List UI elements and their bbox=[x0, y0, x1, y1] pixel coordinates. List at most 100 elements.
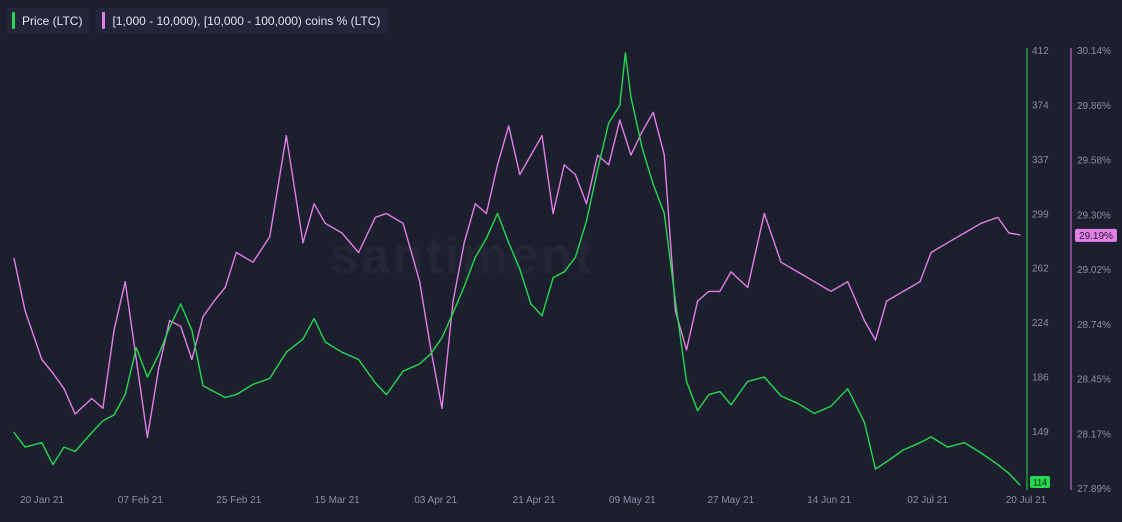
coins-data-point bbox=[1008, 232, 1010, 234]
price-data-point bbox=[947, 446, 949, 448]
coins-data-point bbox=[213, 300, 215, 302]
coins-data-point bbox=[930, 251, 932, 254]
price-data-point bbox=[385, 393, 387, 396]
coins-data-point bbox=[863, 319, 865, 322]
coins-data-point bbox=[146, 436, 148, 438]
coins-data-point bbox=[13, 257, 15, 259]
price-data-point bbox=[552, 277, 554, 279]
price-data-point bbox=[102, 420, 104, 422]
price-series-line bbox=[13, 52, 1021, 486]
price-data-point bbox=[146, 376, 148, 378]
coins-data-point bbox=[530, 154, 532, 156]
coins-data-point bbox=[519, 173, 521, 176]
price-data-point bbox=[708, 393, 710, 396]
price-data-point bbox=[685, 380, 688, 383]
coins-data-point bbox=[252, 261, 254, 263]
price-data-point bbox=[902, 449, 904, 451]
coins-data-point bbox=[157, 368, 160, 370]
coins-data-point bbox=[52, 372, 54, 374]
coins-data-point bbox=[474, 203, 476, 205]
coins-data-point bbox=[441, 407, 443, 409]
coins-data-point bbox=[324, 222, 326, 224]
price-data-point bbox=[813, 412, 815, 415]
price-data-point bbox=[919, 442, 921, 444]
price-data-point bbox=[624, 52, 626, 54]
coins-data-point bbox=[285, 135, 287, 137]
price-data-point bbox=[830, 405, 832, 407]
coins-data-point bbox=[563, 164, 565, 166]
coins-data-point bbox=[886, 300, 888, 302]
coins-data-point bbox=[619, 119, 621, 121]
legend-item-coins[interactable]: [1,000 - 10,000), [10,000 - 100,000) coi… bbox=[96, 8, 389, 33]
price-data-point bbox=[496, 212, 499, 215]
price-data-point bbox=[452, 312, 454, 314]
coins-data-point bbox=[180, 325, 182, 328]
coins-legend-swatch bbox=[102, 12, 106, 29]
coins-data-point bbox=[374, 216, 376, 219]
price-data-point bbox=[13, 431, 15, 434]
x-axis-tick: 25 Feb 21 bbox=[216, 495, 261, 506]
price-data-point bbox=[357, 358, 360, 361]
coins-data-point bbox=[135, 358, 137, 361]
x-axis-tick: 20 Jul 21 bbox=[1006, 495, 1047, 506]
price-data-point bbox=[285, 351, 287, 353]
price-axis-tick: 299 bbox=[1032, 209, 1049, 220]
price-current-value: 114 bbox=[1033, 478, 1047, 488]
price-data-point bbox=[797, 402, 799, 404]
price-data-point bbox=[463, 285, 465, 288]
coins-data-point bbox=[496, 164, 499, 166]
price-data-point bbox=[630, 96, 632, 98]
coins-data-point bbox=[847, 281, 849, 283]
price-data-point bbox=[252, 383, 254, 385]
coins-data-point bbox=[1019, 234, 1021, 236]
x-axis-tick: 07 Feb 21 bbox=[118, 495, 163, 506]
price-data-point bbox=[41, 442, 43, 444]
price-data-point bbox=[124, 393, 126, 396]
coins-data-point bbox=[874, 339, 877, 341]
coins-axis-tick: 27.89% bbox=[1077, 484, 1111, 495]
price-data-point bbox=[235, 393, 237, 396]
coins-data-point bbox=[663, 154, 665, 156]
price-data-point bbox=[52, 464, 54, 466]
coins-axis-tick: 28.45% bbox=[1077, 375, 1111, 386]
price-data-point bbox=[674, 300, 677, 302]
price-data-point bbox=[963, 442, 966, 444]
coins-axis-tick: 29.30% bbox=[1077, 210, 1111, 221]
coins-data-point bbox=[74, 413, 76, 415]
coins-data-point bbox=[585, 203, 588, 205]
price-data-point bbox=[886, 461, 888, 463]
price-axis-tick: 374 bbox=[1032, 100, 1049, 111]
coins-axis-tick: 30.14% bbox=[1077, 46, 1111, 57]
coins-axis-tick: 29.58% bbox=[1077, 156, 1111, 167]
price-data-point bbox=[585, 220, 588, 222]
coins-data-point bbox=[813, 281, 815, 283]
price-data-point bbox=[202, 385, 204, 387]
coins-data-point bbox=[485, 212, 488, 215]
legend-price-label: Price (LTC) bbox=[22, 13, 83, 28]
price-legend-swatch bbox=[12, 12, 15, 29]
coins-data-point bbox=[357, 251, 360, 254]
price-data-point bbox=[980, 452, 982, 454]
legend-item-price[interactable]: Price (LTC) bbox=[6, 8, 91, 33]
coins-data-point bbox=[235, 251, 237, 254]
x-axis-tick: 14 Jun 21 bbox=[807, 495, 851, 506]
coins-data-point bbox=[608, 164, 610, 166]
coins-data-point bbox=[302, 242, 304, 244]
price-axis-tick: 224 bbox=[1032, 318, 1049, 329]
coins-data-point bbox=[947, 242, 949, 244]
coins-data-point bbox=[674, 310, 677, 312]
price-data-point bbox=[608, 122, 610, 124]
coins-data-point bbox=[902, 290, 904, 292]
price-data-point bbox=[302, 338, 304, 340]
price-data-point bbox=[180, 303, 182, 305]
coins-data-point bbox=[91, 397, 93, 400]
price-data-point bbox=[519, 268, 521, 270]
coins-data-point bbox=[747, 286, 749, 289]
coins-data-point bbox=[730, 271, 732, 273]
price-data-point bbox=[213, 391, 215, 393]
coins-data-point bbox=[919, 281, 921, 283]
x-axis-tick: 09 May 21 bbox=[609, 495, 656, 506]
coins-data-point bbox=[685, 349, 688, 351]
x-axis-tick: 03 Apr 21 bbox=[414, 495, 457, 506]
